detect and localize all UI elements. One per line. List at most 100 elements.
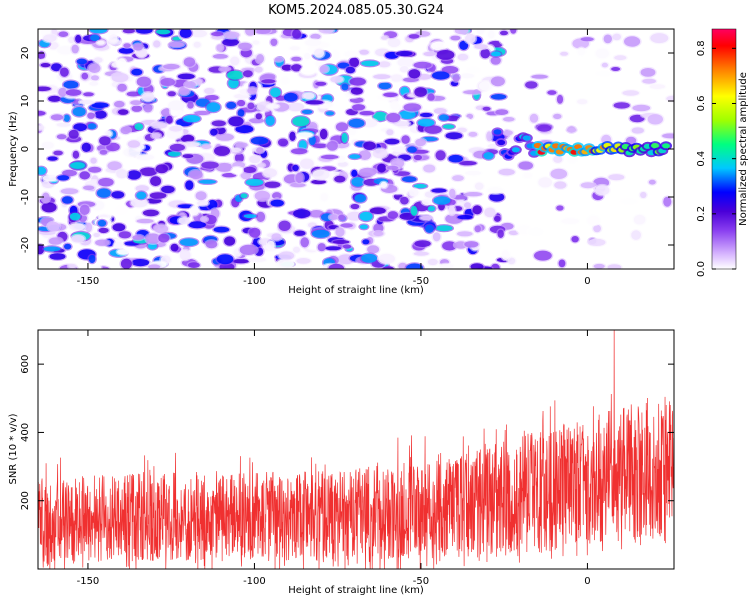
spectrogram-blob [42, 175, 60, 182]
spectrogram-blob [88, 166, 102, 173]
spectrogram-blob [577, 47, 586, 56]
spectrogram-blob [300, 237, 310, 248]
spectrogram-blob [149, 192, 167, 199]
y-tick-label: 600 [20, 355, 31, 374]
spectrogram-blob [396, 50, 413, 57]
spectrogram-blob [622, 90, 639, 96]
spectrogram-blob [241, 204, 252, 209]
spectrogram-blob [256, 211, 266, 222]
spectrogram-blob [631, 230, 641, 240]
spectrogram-blob [325, 246, 342, 251]
spectrogram-blob [38, 244, 45, 255]
spectrogram-blob [63, 80, 79, 89]
spectrogram-blob [141, 92, 155, 102]
spectrogram-x-axis-label: Height of straight line (km) [288, 285, 424, 296]
spectrogram-blob [554, 181, 567, 189]
spectrogram-blob [245, 29, 256, 36]
spectrogram-blob [255, 113, 262, 120]
spectrogram-blob [48, 237, 63, 245]
spectrogram-blob [72, 107, 86, 117]
spectrogram-blob [49, 253, 66, 260]
spectrogram-blob [189, 170, 203, 180]
spectrogram-blob [239, 244, 258, 255]
spectrogram-blob [401, 135, 410, 144]
spectrogram-blob [408, 34, 420, 39]
snr-frame [37, 329, 675, 570]
spectrogram-blob [359, 211, 373, 221]
spectrogram-blob [136, 76, 152, 87]
spectrogram-blob [497, 229, 504, 238]
spectrogram-blob [264, 181, 281, 188]
spectrogram-blob [387, 37, 401, 48]
spectrogram-blob [334, 175, 346, 183]
snr-ticks: -150 -100 -50 0 200 400 600 [20, 330, 674, 587]
spectrogram-blob [134, 123, 144, 131]
spectrogram-blob [201, 144, 212, 150]
spectrogram-blob [145, 233, 161, 244]
spectrogram-blob [571, 236, 579, 243]
spectrogram-blob [256, 54, 264, 64]
spectrogram-blob [457, 127, 467, 133]
spectrogram-blob [168, 41, 184, 48]
spectrogram-blob [179, 29, 192, 38]
spectrogram-blob [277, 138, 289, 147]
spectrogram-blob [468, 131, 478, 137]
spectrogram-blob [56, 134, 67, 140]
spectrogram-blob [351, 169, 358, 177]
spectrogram-blob [330, 50, 340, 61]
spectrogram-blob [287, 102, 305, 112]
x-tick-label: -50 [413, 576, 429, 587]
spectrogram-blob [235, 125, 254, 134]
spectrogram-blob [413, 61, 432, 69]
spectrogram-blob [118, 231, 132, 239]
spectrogram-blob [127, 170, 141, 180]
spectrogram-blob [72, 150, 80, 159]
spectrogram-blob [83, 92, 94, 97]
spectrogram-blob [87, 112, 95, 119]
spectrogram-blob [413, 154, 422, 161]
spectrogram-blob [409, 188, 419, 197]
spectrogram-blob [111, 191, 125, 199]
spectrogram-blob [350, 203, 360, 210]
spectrogram-blob [460, 73, 474, 79]
colorbar-tick-label: 0.8 [696, 40, 707, 56]
spectrogram-blob [640, 68, 656, 77]
x-tick-label: 0 [584, 276, 590, 287]
spectrogram-blob [553, 155, 563, 163]
spectrogram-blob [478, 81, 493, 91]
spectrogram-blob [399, 66, 409, 73]
spectrogram-blob [131, 68, 143, 76]
spectrogram-blob [89, 81, 99, 86]
spectrogram-blob [219, 66, 230, 72]
spectrogram-blob [341, 83, 349, 91]
spectrogram-blob [537, 124, 552, 132]
spectrogram-blob [431, 41, 448, 51]
spectrogram-blob [373, 74, 391, 80]
spectrogram-blob [183, 57, 196, 67]
spectrogram-blob [487, 187, 504, 194]
spectrogram-blob [427, 93, 435, 101]
spectrogram-blob [352, 104, 366, 111]
spectrogram-blob [98, 177, 114, 187]
spectrogram-blob [223, 31, 240, 39]
spectrogram-blob [650, 33, 669, 44]
spectrogram-blob [494, 215, 501, 222]
spectrogram-blob [567, 155, 577, 163]
spectrogram-blob [400, 196, 409, 205]
spectrogram-blob [270, 87, 281, 98]
spectrogram-blob [194, 110, 211, 116]
spectrogram-blob [467, 67, 480, 73]
spectrogram-blob [329, 214, 338, 220]
spectrogram-blob [464, 202, 471, 209]
spectrogram-blob [367, 245, 380, 254]
spectrogram-blob [361, 60, 379, 67]
x-tick-label: -150 [77, 276, 100, 287]
spectrogram-blob [256, 147, 264, 154]
spectrogram-blob [187, 102, 194, 109]
y-tick-label: 400 [20, 423, 31, 442]
spectrogram-blob [472, 205, 482, 215]
spectrogram-blob [318, 29, 334, 34]
spectrogram-blob [81, 72, 89, 80]
spectrogram-blob [271, 233, 282, 241]
spectrogram-blob [131, 105, 143, 112]
